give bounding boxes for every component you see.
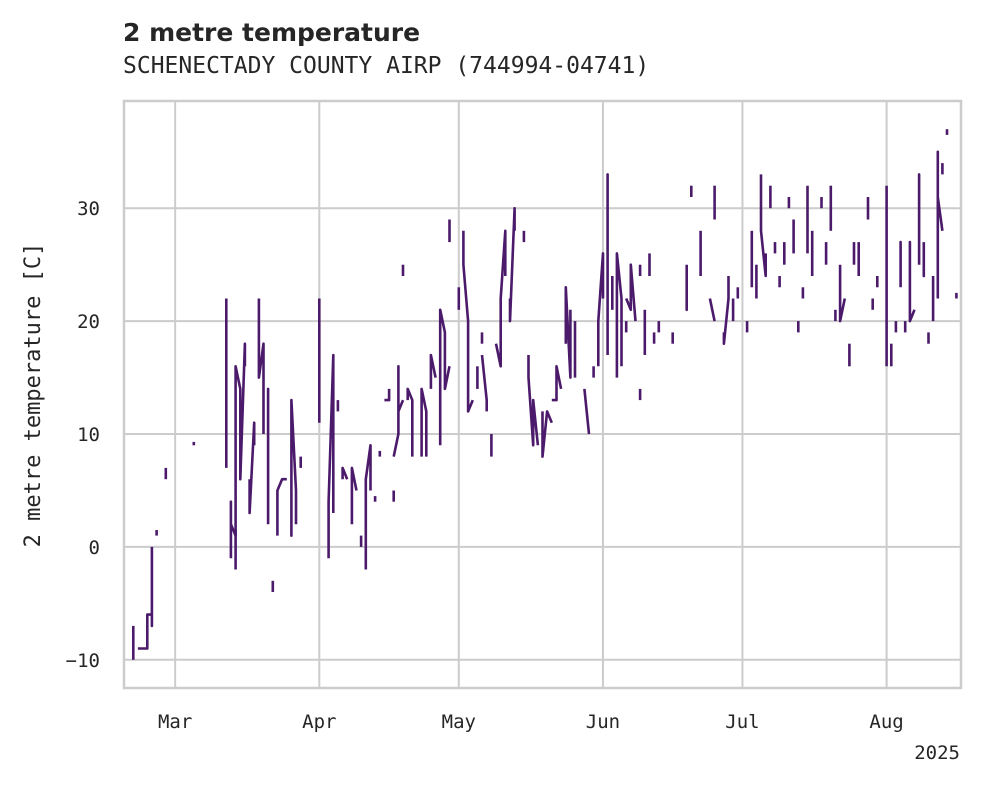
y-tick-label: 30 bbox=[77, 198, 100, 220]
series-line-segment bbox=[564, 285, 572, 379]
series-line-segment bbox=[420, 387, 428, 457]
series-line-segment bbox=[541, 410, 554, 458]
y-tick-label: 0 bbox=[89, 537, 100, 559]
series-line-segment bbox=[248, 421, 256, 515]
series-line-segment bbox=[290, 398, 298, 537]
series-line-segment bbox=[384, 388, 391, 402]
y-tick-label: −10 bbox=[66, 650, 100, 672]
y-tick-label: 10 bbox=[77, 424, 100, 446]
series-line-segment bbox=[527, 355, 540, 447]
series-line-segment bbox=[350, 466, 358, 525]
series-line-segment bbox=[508, 206, 516, 323]
x-tick-label: Apr bbox=[302, 711, 336, 733]
series-line-segment bbox=[708, 298, 716, 322]
series-line-segment bbox=[462, 230, 475, 413]
series-line-segment bbox=[429, 353, 437, 389]
chart-subtitle: SCHENECTADY COUNTY AIRP (744994-04741) bbox=[123, 53, 649, 79]
series-line-segment bbox=[392, 364, 405, 457]
x-tick-label: Aug bbox=[869, 711, 903, 733]
x-tick-label: Jun bbox=[586, 711, 620, 733]
x-tick-label: Jul bbox=[725, 711, 759, 733]
series-line-segment bbox=[257, 298, 265, 434]
series-line-segment bbox=[406, 387, 414, 457]
series-line-segment bbox=[137, 546, 154, 650]
series-line-segment bbox=[722, 276, 730, 346]
x-tick-label: Mar bbox=[158, 711, 192, 733]
series-line-segment bbox=[327, 353, 335, 559]
x-year-label: 2025 bbox=[914, 742, 960, 764]
series-line-segment bbox=[234, 342, 247, 570]
series-line-segment bbox=[596, 252, 605, 367]
series-line-segment bbox=[583, 388, 591, 435]
y-tick-label: 20 bbox=[77, 311, 100, 333]
series-layer bbox=[132, 129, 958, 660]
series-line-segment bbox=[438, 308, 451, 446]
x-tick-label: May bbox=[442, 711, 476, 733]
series-line-segment bbox=[615, 252, 623, 378]
series-line-segment bbox=[551, 364, 563, 402]
y-axis-label: 2 metre temperature [C] bbox=[21, 243, 46, 548]
series-line-segment bbox=[276, 477, 287, 536]
series-line-segment bbox=[480, 354, 489, 412]
series-line-segment bbox=[624, 263, 637, 322]
chart-title: 2 metre temperature bbox=[123, 18, 420, 47]
y-axis: −10 0 10 20 30 bbox=[66, 198, 100, 672]
series-line-segment bbox=[838, 264, 847, 323]
x-axis: Mar Apr May Jun Jul Aug bbox=[158, 711, 904, 733]
series-line-segment bbox=[341, 466, 349, 480]
grid bbox=[124, 101, 961, 688]
series-line-segment bbox=[494, 229, 507, 368]
series-line-segment bbox=[364, 443, 372, 570]
series-line-segment bbox=[908, 240, 916, 323]
series-line-segment bbox=[759, 174, 768, 278]
plot-frame bbox=[122, 99, 963, 690]
series-line-segment bbox=[936, 150, 944, 299]
